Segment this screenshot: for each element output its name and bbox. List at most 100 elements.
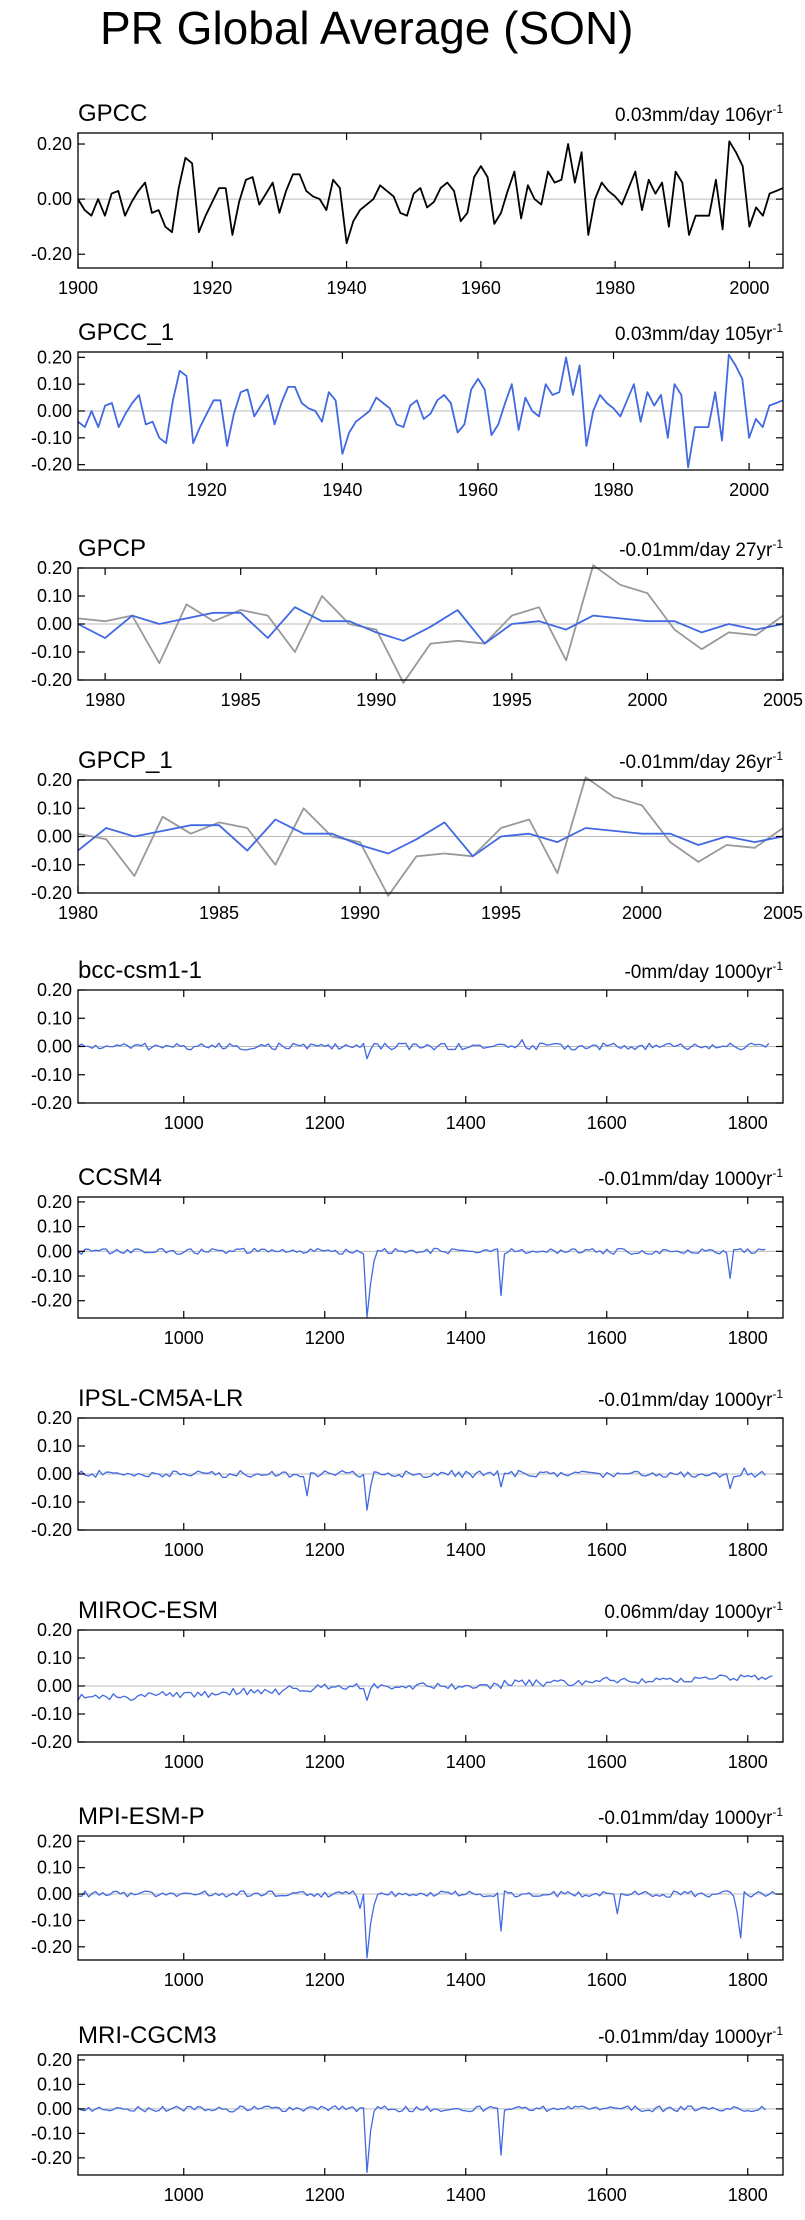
panel-gpcc_1: GPCC_1 0.03mm/day 105yr-1 0.20 0.10 0.00 -0.1…	[31, 319, 784, 500]
x-tick-label: 1940	[322, 480, 362, 500]
series-line-mpi-esm-p	[77, 1890, 777, 1959]
trend-period: 1000yr	[714, 1808, 773, 1829]
y-tick-label: -0.10	[31, 642, 72, 662]
x-tick-label: 2005	[763, 690, 803, 710]
x-tick-label: 1200	[305, 1113, 345, 1133]
x-tick-label: 1200	[305, 1752, 345, 1772]
trend-label: -0.01mm/day 1000yr-1	[598, 1805, 783, 1829]
trend-period: 1000yr	[714, 962, 773, 983]
y-tick-label: 0.00	[37, 189, 72, 209]
y-tick-label: -0.10	[31, 1910, 72, 1930]
series-line-ipsl-cm5a-lr	[77, 1467, 766, 1511]
y-tick-label: 0.10	[37, 1217, 72, 1237]
trend-exponent: -1	[772, 959, 783, 973]
x-tick-label: 1400	[446, 1113, 486, 1133]
trend-exponent: -1	[772, 1166, 783, 1180]
y-tick-label: 0.10	[37, 1858, 72, 1878]
y-tick-label: -0.20	[31, 244, 72, 264]
x-tick-label: 1200	[305, 1328, 345, 1348]
panel-ipsl-cm5a-lr: IPSL-CM5A-LR -0.01mm/day 1000yr-1 0.20 0.10…	[31, 1385, 784, 1560]
y-tick-label: 0.10	[37, 586, 72, 606]
y-tick-label: -0.10	[31, 428, 72, 448]
x-tick-label: 1200	[305, 2185, 345, 2205]
trend-period: 1000yr	[714, 2027, 773, 2048]
trend-exponent: -1	[772, 2024, 783, 2038]
y-tick-label: -0.10	[31, 855, 72, 875]
trend-period: 1000yr	[714, 1390, 773, 1411]
panel-bcc-csm1-1: bcc-csm1-1 -0mm/day 1000yr-1 0.20 0.10 0.00 -…	[31, 957, 784, 1133]
panel-gpcp_1: GPCP_1 -0.01mm/day 26yr-1 0.20 0.10 0.00 -0.1…	[31, 747, 803, 923]
x-tick-label: 1000	[164, 1540, 204, 1560]
plot-frame	[77, 1835, 784, 1961]
x-tick-label: 1000	[164, 1752, 204, 1772]
x-tick-label: 2000	[627, 690, 667, 710]
x-tick-label: 1600	[587, 1328, 627, 1348]
series-line-gpcp	[77, 606, 784, 645]
y-tick-label: -0.20	[31, 670, 72, 690]
y-tick-label: 0.10	[37, 1436, 72, 1456]
y-tick-label: 0.20	[37, 2050, 72, 2070]
trend-label: 0.03mm/day 106yr-1	[615, 102, 783, 126]
trend-period: 106yr	[725, 105, 773, 126]
trend-period: 26yr	[735, 752, 773, 773]
x-tick-label: 1800	[728, 1113, 768, 1133]
trend-value: -0.01mm/day	[598, 1390, 714, 1411]
y-tick-label: 0.20	[37, 1831, 72, 1851]
plot-frame	[77, 132, 784, 269]
y-tick-label: 0.00	[37, 401, 72, 421]
x-tick-label: 1400	[446, 1752, 486, 1772]
trend-value: 0.03mm/day	[615, 105, 725, 126]
x-tick-label: 1980	[594, 480, 634, 500]
x-tick-label: 1000	[164, 1970, 204, 1990]
y-tick-label: -0.20	[31, 1732, 72, 1752]
y-tick-label: -0.20	[31, 883, 72, 903]
trend-label: -0.01mm/day 27yr-1	[619, 537, 783, 561]
x-tick-label: 1980	[85, 690, 125, 710]
x-tick-label: 2000	[729, 278, 769, 298]
x-tick-label: 1990	[356, 690, 396, 710]
panel-title: bcc-csm1-1	[78, 957, 202, 984]
x-tick-label: 1960	[458, 480, 498, 500]
trend-exponent: -1	[772, 537, 783, 551]
trend-exponent: -1	[772, 749, 783, 763]
x-tick-label: 1985	[221, 690, 261, 710]
trend-label: -0.01mm/day 1000yr-1	[598, 1166, 783, 1190]
x-tick-label: 1900	[58, 278, 98, 298]
trend-exponent: -1	[772, 321, 783, 335]
y-tick-label: 0.20	[37, 347, 72, 367]
y-tick-label: 0.20	[37, 980, 72, 1000]
y-tick-label: -0.20	[31, 1937, 72, 1957]
y-tick-label: 0.00	[37, 1241, 72, 1261]
trend-period: 1000yr	[714, 1602, 773, 1623]
y-tick-label: 0.00	[37, 1676, 72, 1696]
series-line-bcc-csm1-1	[77, 1039, 770, 1060]
x-tick-label: 1995	[481, 903, 521, 923]
series-line-gpcc-reference	[77, 776, 784, 897]
trend-value: -0mm/day	[624, 962, 714, 983]
y-tick-label: -0.10	[31, 1266, 72, 1286]
y-tick-label: -0.20	[31, 455, 72, 475]
panel-title: GPCC	[78, 100, 147, 127]
trend-value: 0.06mm/day	[604, 1602, 714, 1623]
panel-title: CCSM4	[78, 1164, 162, 1191]
trend-label: 0.06mm/day 1000yr-1	[604, 1599, 783, 1623]
y-tick-label: 0.20	[37, 1408, 72, 1428]
y-tick-label: -0.20	[31, 2148, 72, 2168]
panel-mri-cgcm3: MRI-CGCM3 -0.01mm/day 1000yr-1 0.20 0.10 0.0…	[31, 2022, 784, 2205]
trend-exponent: -1	[772, 1599, 783, 1613]
y-tick-label: 0.00	[37, 827, 72, 847]
plot-frame	[77, 2054, 784, 2176]
panel-title: IPSL-CM5A-LR	[78, 1385, 243, 1412]
trend-label: -0.01mm/day 1000yr-1	[598, 1387, 783, 1411]
y-tick-label: 0.10	[37, 1648, 72, 1668]
x-tick-label: 1985	[199, 903, 239, 923]
x-tick-label: 1200	[305, 1970, 345, 1990]
y-tick-label: -0.10	[31, 1704, 72, 1724]
x-tick-label: 1200	[305, 1540, 345, 1560]
panel-gpcc: GPCC 0.03mm/day 106yr-1 0.20 0.00 -0.20 1900 1…	[31, 100, 784, 298]
trend-value: -0.01mm/day	[598, 1808, 714, 1829]
y-tick-label: 0.10	[37, 374, 72, 394]
x-tick-label: 1600	[587, 1752, 627, 1772]
x-tick-label: 1600	[587, 1540, 627, 1560]
y-tick-label: 0.00	[37, 1884, 72, 1904]
